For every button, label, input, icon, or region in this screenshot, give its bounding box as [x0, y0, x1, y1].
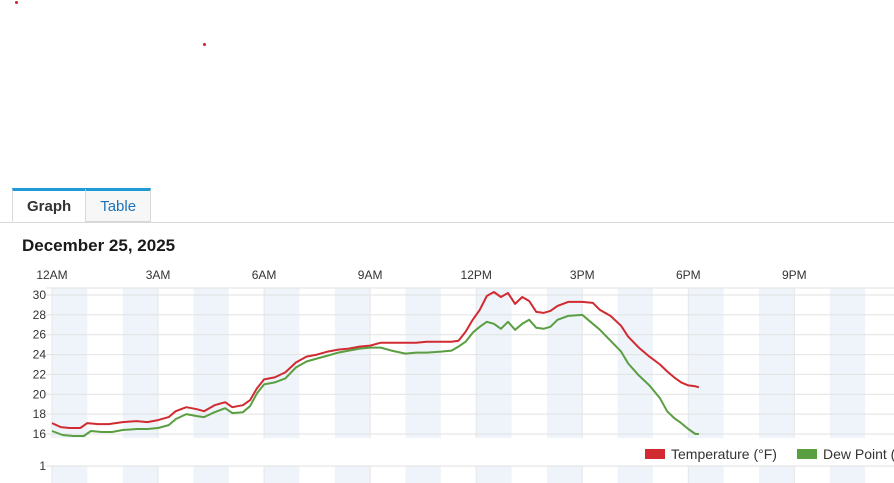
legend-item-temperature[interactable]: Temperature (°F) — [645, 446, 777, 462]
legend-backdrop — [40, 438, 894, 466]
y-tick-label: 28 — [33, 308, 47, 322]
y-tick-label: 22 — [33, 367, 47, 381]
view-tabs: Graph Table — [12, 188, 152, 222]
x-tick-label: 3PM — [570, 268, 595, 282]
x-tick-label: 9PM — [782, 268, 807, 282]
x-tick-label: 6PM — [676, 268, 701, 282]
x-tick-label: 12PM — [461, 268, 492, 282]
legend-swatch-dew-point — [796, 449, 817, 459]
series-lines — [51, 291, 700, 437]
second-panel-tick-label: 1 — [39, 459, 46, 473]
x-tick-label: 3AM — [146, 268, 171, 282]
red-dot-marker — [15, 1, 18, 4]
red-dot-marker — [203, 43, 206, 46]
y-tick-label: 20 — [33, 387, 47, 401]
tab-divider — [0, 222, 894, 223]
y-tick-label: 18 — [33, 407, 47, 421]
x-tick-label: 9AM — [358, 268, 383, 282]
x-tick-label: 6AM — [252, 268, 277, 282]
tab-graph[interactable]: Graph — [12, 188, 87, 222]
x-tick-label: 12AM — [36, 268, 67, 282]
y-tick-label: 26 — [33, 328, 47, 342]
second-panel: 1 — [39, 459, 894, 473]
tab-table[interactable]: Table — [85, 188, 152, 222]
y-axis-tick-labels: 16 18 20 22 24 26 28 30 — [33, 288, 47, 441]
legend-item-dew-point[interactable]: Dew Point (° — [796, 446, 894, 462]
legend-label-temperature: Temperature (°F) — [671, 446, 777, 462]
dew-point-line — [51, 313, 699, 437]
temperature-line — [51, 291, 700, 429]
chart-date-title: December 25, 2025 — [22, 236, 176, 255]
legend-swatch-temperature — [645, 449, 665, 459]
y-tick-label: 30 — [33, 288, 47, 302]
y-tick-label: 24 — [33, 348, 47, 362]
y-tick-label: 16 — [33, 427, 47, 441]
chart-legend: Temperature (°F) Dew Point (° — [645, 446, 894, 462]
legend-label-dew-point: Dew Point (° — [822, 446, 894, 462]
